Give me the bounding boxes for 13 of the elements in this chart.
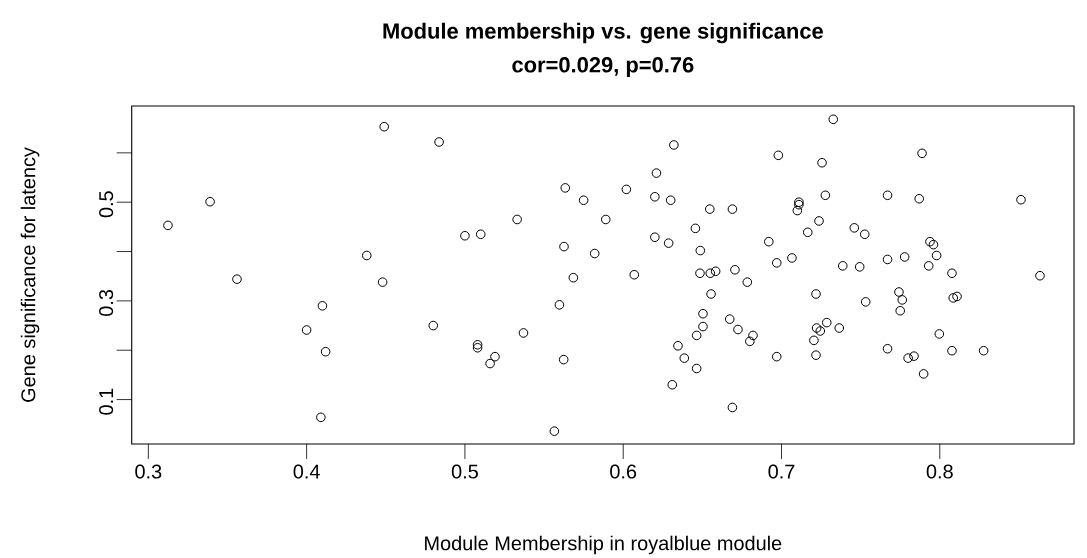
y-tick-label: 0.3	[99, 289, 114, 316]
x-axis-title: Module Membership in royalblue module	[425, 535, 782, 555]
x-tick-label: 0.4	[293, 464, 320, 479]
x-tick-label: 0.6	[610, 464, 637, 479]
x-tick-label: 0.8	[926, 464, 953, 479]
x-tick-label: 0.5	[451, 464, 478, 479]
y-axis-title: Gene significance for latency	[20, 147, 40, 402]
x-tick-label: 0.3	[135, 464, 162, 479]
x-tick-label: 0.7	[768, 464, 795, 479]
chart-title: Module membership vs. gene significance	[383, 22, 823, 44]
y-tick-label: 0.1	[99, 388, 114, 415]
y-tick-label: 0.5	[99, 191, 114, 218]
chart-subtitle: cor=0.029, p=0.76	[512, 57, 694, 77]
